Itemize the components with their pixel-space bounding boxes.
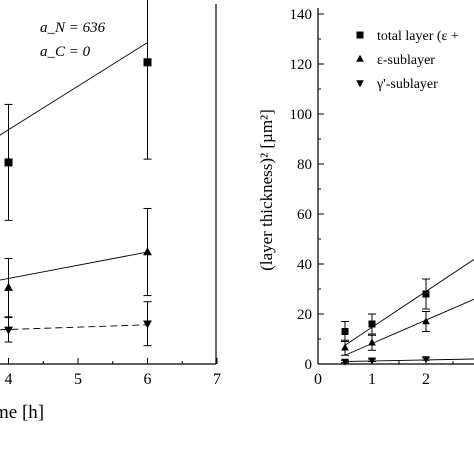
legend-label-1: ε-sublayer: [377, 53, 435, 68]
right-y-ticks: [318, 13, 324, 365]
legend-label-2: γ'-sublayer: [376, 77, 438, 92]
right-plot-area: [341, 258, 474, 366]
right-x-tick-label: 1: [368, 371, 376, 388]
right-y-tick-label: 0: [305, 357, 313, 373]
left-x-ticks: [8, 358, 218, 364]
right-point-0-0: [341, 328, 349, 335]
right-point-0-2: [422, 290, 430, 298]
left-point-1-1: [143, 247, 152, 256]
left-point-2-1: [143, 320, 152, 329]
left-annotation-an: a_N = 636: [40, 20, 106, 36]
right-y-axis-label: (layer thickness)² [µm²]: [257, 109, 276, 271]
left-plot-area: [0, 0, 152, 347]
right-point-1-0: [341, 343, 349, 351]
legend-marker-2: [356, 80, 364, 88]
right-fit-line-1: [344, 298, 474, 356]
left-x-tick-label: 6: [144, 371, 152, 388]
right-y-tick-label: 100: [290, 107, 313, 123]
left-x-tick-labels: 4 5 6 7: [5, 371, 222, 388]
right-y-tick-label: 60: [297, 207, 312, 223]
right-legend: total layer (ε + ε-sublayer γ'-sublayer: [356, 29, 459, 92]
left-annotation-ac: a_C = 0: [40, 44, 91, 60]
right-y-tick-label: 120: [290, 57, 313, 73]
right-point-1-2: [422, 317, 430, 325]
right-y-tick-label: 20: [297, 307, 312, 323]
right-point-2-1: [368, 357, 376, 365]
right-panel: 0 20 40 60 80 100 120 140 0 1 2 (layer thickness)…: [257, 7, 474, 388]
right-fit-line-0: [344, 258, 474, 346]
left-point-0-0: [4, 158, 13, 167]
left-x-axis-label: me [h]: [0, 402, 44, 423]
right-point-1-1: [368, 338, 376, 346]
legend-marker-0: [356, 31, 364, 39]
right-point-2-0: [341, 358, 349, 366]
legend-marker-1: [356, 54, 364, 62]
right-x-tick-labels: 0 1 2: [314, 371, 430, 388]
left-fit-line-1: [0, 251, 148, 281]
left-point-1-0: [4, 282, 13, 291]
right-fit-line-2: [344, 358, 474, 362]
left-point-2-0: [4, 326, 13, 335]
right-y-tick-labels: 0 20 40 60 80 100 120 140: [290, 7, 313, 373]
right-x-tick-label: 0: [314, 371, 322, 388]
left-point-0-1: [143, 58, 152, 67]
left-x-tick-label: 5: [74, 371, 82, 388]
right-point-2-2: [422, 356, 430, 364]
left-x-tick-label: 7: [213, 371, 221, 388]
right-point-0-1: [368, 320, 376, 328]
left-x-tick-label: 4: [5, 371, 13, 388]
left-fit-line-0: [0, 42, 148, 136]
right-y-tick-label: 40: [297, 257, 312, 273]
right-y-tick-label: 140: [290, 7, 313, 23]
legend-label-0: total layer (ε +: [377, 29, 459, 44]
right-x-tick-label: 2: [422, 371, 430, 388]
left-fit-line-2: [0, 324, 148, 331]
right-y-tick-label: 80: [297, 157, 312, 173]
left-panel: 4 5 6 7 a_N = 636 a_C = 0 me [h]: [0, 0, 221, 423]
